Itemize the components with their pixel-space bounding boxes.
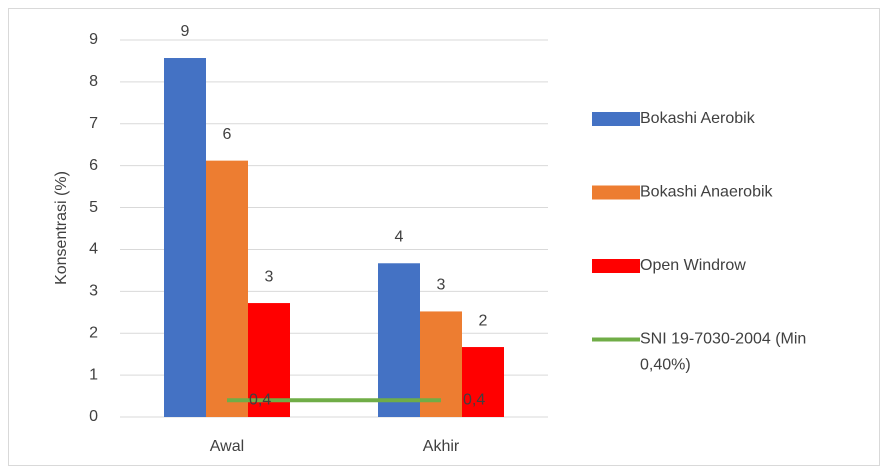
legend-swatch	[592, 185, 640, 200]
x-tick-label: Awal	[210, 438, 244, 455]
data-label: 3	[265, 268, 274, 285]
y-tick-label: 5	[89, 199, 98, 216]
data-label: 4	[395, 228, 404, 245]
y-tick-label: 4	[89, 241, 98, 258]
y-tick-label: 0	[89, 408, 98, 425]
bar	[462, 347, 504, 417]
data-label: 0,4	[463, 391, 485, 408]
data-label: 6	[223, 126, 232, 143]
y-tick-label: 7	[89, 115, 98, 132]
y-tick-label: 3	[89, 283, 98, 300]
legend-label: Bokashi Aerobik	[640, 110, 756, 127]
y-tick-label: 6	[89, 157, 98, 174]
x-tick-label: Akhir	[423, 438, 460, 455]
legend-swatch	[592, 259, 640, 273]
y-axis-label: Konsentrasi (%)	[53, 171, 70, 285]
legend-label: SNI 19-7030-2004 (Min 0,40%)	[640, 331, 806, 374]
bar	[248, 303, 290, 417]
bar	[206, 160, 248, 417]
bar	[164, 58, 206, 418]
data-label: 2	[479, 312, 488, 329]
bar	[378, 263, 420, 417]
y-tick-label: 9	[89, 31, 98, 48]
legend-label: Bokashi Anaerobik	[640, 184, 774, 201]
y-tick-label: 1	[89, 366, 98, 383]
legend-label: Open Windrow	[640, 257, 746, 274]
y-tick-label: 2	[89, 324, 98, 341]
legend-swatch	[592, 112, 640, 126]
data-label: 9	[181, 23, 190, 40]
data-label: 3	[437, 277, 446, 294]
data-label: 0,4	[249, 391, 271, 408]
y-tick-label: 8	[89, 73, 98, 90]
